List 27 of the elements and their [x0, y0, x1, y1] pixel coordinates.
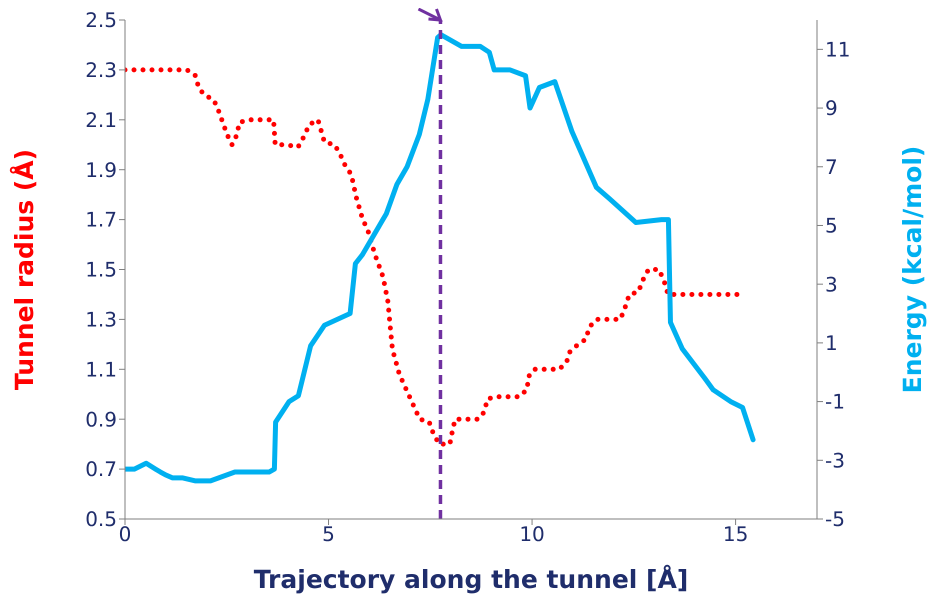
- y2-tick-label: 3: [825, 272, 838, 296]
- y-tick-label: 1.3: [85, 308, 117, 332]
- y-tick-label: 0.9: [85, 407, 117, 432]
- y2-tick-label: -5: [825, 507, 845, 532]
- y2-axis-title: Energy (kcal/mol): [898, 146, 927, 394]
- x-tick-label: 5: [322, 522, 335, 546]
- y-tick-label: 2.1: [85, 108, 117, 132]
- y-axis-title: Tunnel radius (Å): [8, 148, 39, 390]
- y-tick-label: 1.5: [85, 258, 117, 282]
- y-tick-label: 1.7: [85, 208, 117, 232]
- y2-tick-label: 5: [825, 214, 838, 238]
- y2-tick-label: 7: [825, 154, 838, 179]
- x-tick-label: 0: [118, 522, 132, 546]
- y2-tick-label: -1: [825, 390, 845, 414]
- y-tick-label: 0.7: [85, 457, 117, 482]
- y2-tick-label: 11: [825, 37, 850, 62]
- x-axis-title: Trajectory along the tunnel [Å]: [254, 564, 688, 594]
- x-tick-label: 15: [722, 522, 748, 546]
- y-tick-label: 1.9: [85, 158, 117, 182]
- x-tick-label: 10: [519, 522, 545, 546]
- y-tick-label: 1.1: [85, 357, 117, 382]
- y2-tick-label: 1: [825, 330, 838, 355]
- y-tick-label: 0.5: [85, 507, 117, 532]
- y2-tick-label: -3: [825, 448, 845, 472]
- y2-tick-label: 9: [825, 96, 838, 120]
- y-tick-label: 2.3: [85, 58, 117, 82]
- y-tick-label: 2.5: [85, 8, 117, 32]
